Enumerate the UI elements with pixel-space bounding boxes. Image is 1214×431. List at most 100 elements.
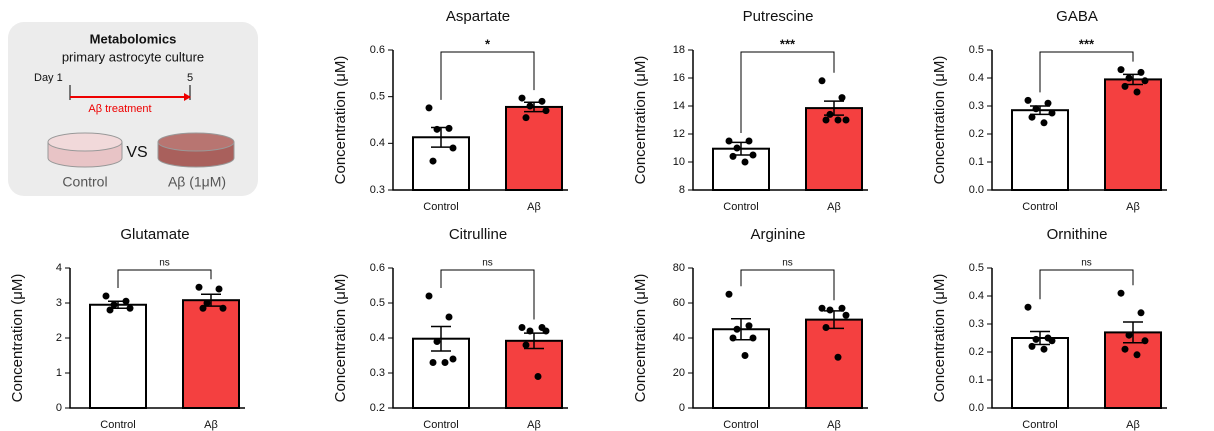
- y-tick-label: 1: [56, 367, 62, 379]
- bar: [1104, 331, 1162, 409]
- data-point: [219, 304, 227, 312]
- x-tick-label: Aβ: [1126, 201, 1140, 213]
- bar-chart: Putrescine Concentration (μM) 8 10 12 14 16 18 C…: [632, 8, 868, 213]
- significance-bracket: [1039, 51, 1134, 93]
- y-tick-label: 14: [673, 100, 685, 112]
- data-point: [826, 110, 834, 118]
- axes: [692, 268, 868, 409]
- data-point: [126, 304, 134, 312]
- data-point: [725, 137, 733, 145]
- data-point: [1032, 105, 1040, 113]
- data-point: [842, 116, 850, 124]
- data-point: [199, 304, 207, 312]
- abeta-label: Aβ (1μM): [168, 174, 226, 190]
- bar: [89, 303, 147, 409]
- data-point: [1125, 331, 1133, 339]
- control-dish: [47, 132, 123, 168]
- data-point: [826, 306, 834, 314]
- bar-chart: Arginine Concentration (μM) 0 20 40 60 80 Contr…: [632, 226, 868, 431]
- data-point: [842, 311, 850, 319]
- chart-title: GABA: [1056, 8, 1098, 25]
- y-tick-label: 3: [56, 297, 62, 309]
- bar: [1104, 78, 1162, 191]
- data-point: [102, 292, 110, 300]
- y-tick-label: 0.4: [969, 290, 984, 302]
- bar: [182, 299, 240, 410]
- y-tick-label: 0.6: [370, 262, 385, 274]
- significance-bracket: [440, 51, 535, 100]
- abeta-dish: [157, 132, 235, 168]
- x-tick-label: Control: [1022, 419, 1057, 431]
- data-point: [1048, 109, 1056, 117]
- data-point: [518, 94, 526, 102]
- y-tick-label: 0.1: [969, 374, 984, 386]
- significance-bracket: [117, 269, 212, 288]
- data-point: [449, 144, 457, 152]
- data-point: [526, 102, 534, 110]
- y-axis-label: Concentration (μM): [931, 274, 948, 403]
- data-point: [745, 322, 753, 330]
- significance-label: ns: [1081, 258, 1092, 269]
- data-point: [749, 334, 757, 342]
- bar: [805, 318, 863, 409]
- bar: [805, 107, 863, 191]
- data-point: [1141, 337, 1149, 345]
- data-point: [1032, 335, 1040, 343]
- significance-label: ns: [159, 258, 170, 269]
- data-point: [1117, 289, 1125, 297]
- chart-title: Ornithine: [1047, 226, 1108, 243]
- y-tick-label: 80: [673, 262, 685, 274]
- data-point: [1137, 68, 1145, 76]
- bar: [1011, 109, 1069, 191]
- control-label: Control: [62, 174, 107, 190]
- bar-chart: Aspartate Concentration (μM) 0.3 0.4 0.5 0.6 C…: [332, 8, 568, 213]
- schematic-subtitle: primary astrocyte culture: [62, 49, 204, 64]
- data-point: [215, 285, 223, 293]
- data-point: [1125, 74, 1133, 82]
- data-point: [522, 114, 530, 122]
- y-tick-label: 0: [56, 402, 62, 414]
- bar-chart: GABA Concentration (μM) 0.0 0.1 0.2 0.3 0.4 0.5…: [931, 8, 1167, 213]
- axes: [991, 50, 1167, 191]
- y-tick-label: 0.2: [370, 402, 385, 414]
- data-point: [822, 116, 830, 124]
- data-point: [1044, 99, 1052, 107]
- chart-title: Putrescine: [743, 8, 814, 25]
- data-point: [433, 338, 441, 345]
- y-tick-label: 0.3: [370, 367, 385, 379]
- data-point: [1137, 309, 1145, 317]
- error-bar: [1123, 321, 1143, 344]
- y-tick-label: 0.3: [969, 100, 984, 112]
- significance-bracket: [740, 269, 835, 301]
- data-point: [741, 158, 749, 166]
- significance-label: ns: [482, 258, 493, 269]
- data-point: [838, 94, 846, 102]
- chart-title: Citrulline: [449, 226, 507, 243]
- data-point: [542, 327, 550, 335]
- data-point: [449, 355, 457, 363]
- data-point: [729, 152, 737, 160]
- y-tick-label: 0.4: [370, 332, 385, 344]
- bar-chart: Ornithine Concentration (μM) 0.0 0.1 0.2 0.3 0…: [931, 226, 1167, 431]
- data-point: [745, 137, 753, 145]
- y-tick-label: 0.5: [969, 44, 984, 56]
- significance-bracket: [1039, 269, 1134, 300]
- data-point: [106, 306, 114, 314]
- error-bar: [431, 325, 451, 352]
- data-point: [1028, 113, 1036, 121]
- y-axis-label: Concentration (μM): [632, 56, 649, 185]
- data-point: [110, 301, 118, 309]
- x-tick-label: Control: [1022, 201, 1057, 213]
- data-point: [729, 334, 737, 342]
- data-point: [1133, 351, 1141, 359]
- data-point: [725, 290, 733, 298]
- data-point: [195, 283, 203, 291]
- data-point: [445, 124, 453, 132]
- treatment-label: Aβ treatment: [88, 103, 151, 115]
- data-point: [741, 352, 749, 359]
- data-point: [822, 324, 830, 331]
- chart-title: Aspartate: [446, 8, 510, 25]
- y-tick-label: 0.1: [969, 156, 984, 168]
- data-point: [122, 297, 130, 305]
